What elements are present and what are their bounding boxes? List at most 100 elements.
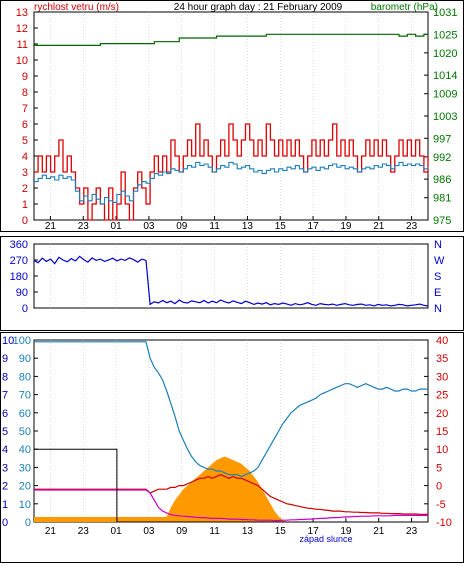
left-tick-label: 9 — [22, 71, 28, 83]
humidity-tick-label: 100 — [13, 335, 31, 347]
temp-tick-label: -5 — [436, 499, 446, 511]
chart-title: 24 hour graph day : 21 February 2009 — [174, 2, 343, 13]
rain-tick-label: 2 — [2, 481, 8, 493]
solar-baseline — [34, 517, 174, 522]
right-tick-label: 975 — [433, 215, 451, 227]
right-tick-label: 992 — [433, 152, 451, 164]
compass-label: W — [434, 255, 445, 267]
x-tick-label: 11 — [209, 221, 220, 232]
right-axis-title: barometr (hPa) — [371, 2, 438, 13]
rain-humidity-temp-chart: srážky (mm) vlhkost Solar teplota (°C) rosný… — [0, 332, 464, 563]
humidity-tick-label: 60 — [19, 408, 31, 420]
x-tick-label: 21 — [373, 526, 385, 537]
right-tick-label: 1014 — [433, 70, 457, 82]
left-tick-label: 3 — [22, 167, 28, 179]
right-tick-label: 1025 — [433, 29, 457, 41]
x-tick-label: 13 — [242, 221, 254, 232]
rain-tick-label: 8 — [2, 371, 8, 383]
dew-point-line — [34, 489, 428, 522]
rain-tick-label: 1 — [2, 499, 8, 511]
humidity-tick-label: 40 — [19, 444, 31, 456]
temp-tick-label: 15 — [436, 426, 448, 438]
left-tick-label: 12 — [16, 23, 28, 35]
x-tick-label: 09 — [176, 221, 188, 232]
wind-direction-line — [33, 255, 429, 307]
rain-tick-label: 10 — [2, 335, 14, 347]
left-tick-label: 270 — [10, 255, 28, 267]
x-tick-label: 23 — [78, 221, 90, 232]
x-tick-label: 23 — [406, 221, 418, 232]
right-tick-label: 986 — [433, 174, 451, 186]
compass-label: N — [434, 239, 442, 251]
left-tick-label: 11 — [17, 39, 28, 51]
temp-tick-label: 0 — [436, 481, 442, 493]
x-tick-label: 15 — [275, 221, 287, 232]
left-tick-label: 6 — [22, 119, 28, 131]
right-tick-label: 981 — [433, 193, 451, 205]
wind-speed-line — [34, 161, 429, 205]
x-tick-label: 23 — [406, 526, 418, 537]
temp-tick-label: 20 — [436, 408, 448, 420]
sunset-label: západ slunce — [299, 229, 352, 232]
x-tick-label: 21 — [45, 526, 57, 537]
right-tick-label: 1003 — [433, 111, 457, 123]
temp-tick-label: 25 — [436, 390, 448, 402]
left-tick-label: 7 — [22, 103, 28, 115]
x-tick-label: 15 — [275, 526, 287, 537]
x-tick-label: 23 — [78, 526, 90, 537]
humidity-tick-label: 80 — [19, 371, 31, 383]
humidity-tick-label: 20 — [19, 481, 31, 493]
wind-pressure-chart: rychlost vetru (m/s) 24 hour graph day : … — [0, 0, 464, 232]
left-tick-label: 4 — [22, 151, 28, 163]
right-tick-label: 1020 — [433, 48, 457, 60]
rain-title: srážky (mm) — [4, 332, 59, 333]
rain-tick-label: 6 — [2, 408, 8, 420]
temp-tick-label: 10 — [436, 444, 448, 456]
x-tick-label: 19 — [340, 221, 352, 232]
temp-tick-label: -10 — [436, 517, 452, 529]
x-tick-label: 03 — [143, 526, 155, 537]
humidity-tick-label: 70 — [19, 390, 31, 402]
x-tick-label: 19 — [340, 526, 352, 537]
humidity-tick-label: 10 — [19, 499, 31, 511]
left-tick-label: 360 — [10, 239, 28, 251]
rain-tick-label: 4 — [2, 444, 8, 456]
x-tick-label: 01 — [111, 221, 123, 232]
rain-tick-label: 3 — [2, 462, 8, 474]
left-axis-title: rychlost vetru (m/s) — [34, 2, 119, 13]
left-tick-label: 1 — [22, 199, 28, 211]
plot-area — [33, 11, 429, 221]
humidity-tick-label: 30 — [19, 462, 31, 474]
left-tick-label: 5 — [22, 135, 28, 147]
left-tick-label: 2 — [22, 183, 28, 195]
left-tick-label: 0 — [22, 303, 28, 315]
humidity-tick-label: 0 — [25, 517, 31, 529]
humidity-tick-label: 90 — [19, 353, 31, 365]
temp-tick-label: 30 — [436, 371, 448, 383]
left-tick-label: 8 — [22, 87, 28, 99]
temp-title: teplota (°C) — [310, 332, 361, 333]
compass-label: N — [434, 303, 442, 315]
x-tick-label: 17 — [308, 526, 320, 537]
temp-tick-label: 40 — [436, 335, 448, 347]
rain-line — [34, 448, 428, 523]
rain-tick-label: 9 — [2, 353, 8, 365]
rain-tick-label: 5 — [2, 426, 8, 438]
x-tick-label: 03 — [143, 221, 155, 232]
right-tick-label: 1031 — [433, 7, 457, 19]
temperature-line — [34, 474, 428, 515]
rain-tick-label: 7 — [2, 390, 8, 402]
x-tick-label: 01 — [111, 526, 123, 537]
solar-area — [34, 456, 428, 522]
humidity-tick-label: 50 — [19, 426, 31, 438]
humidity-title: vlhkost — [68, 332, 99, 333]
compass-label: E — [434, 287, 441, 299]
solar-title: Solar — [118, 332, 142, 333]
humidity-line — [34, 341, 428, 478]
x-tick-label: 21 — [45, 221, 57, 232]
left-tick-label: 0 — [22, 215, 28, 227]
compass-label: S — [434, 271, 441, 283]
rain-tick-label: 0 — [2, 517, 8, 529]
